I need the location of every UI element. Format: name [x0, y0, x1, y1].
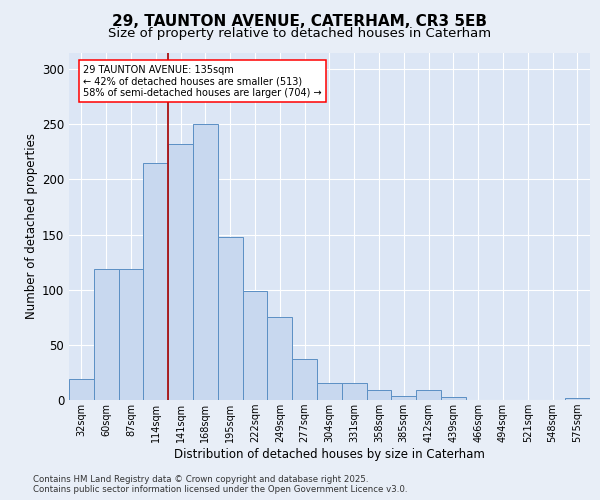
Bar — [119, 268, 143, 400]
Bar — [143, 163, 168, 400]
Bar — [193, 124, 218, 400]
Y-axis label: Number of detached properties: Number of detached properties — [25, 133, 38, 320]
Bar — [242, 291, 268, 400]
Bar — [416, 390, 441, 400]
Bar — [168, 144, 193, 400]
Text: 29 TAUNTON AVENUE: 135sqm
← 42% of detached houses are smaller (513)
58% of semi: 29 TAUNTON AVENUE: 135sqm ← 42% of detac… — [83, 64, 322, 98]
Bar — [317, 384, 342, 400]
Bar — [69, 379, 94, 400]
X-axis label: Distribution of detached houses by size in Caterham: Distribution of detached houses by size … — [174, 448, 485, 461]
Bar — [565, 398, 590, 400]
Bar — [441, 396, 466, 400]
Bar — [342, 384, 367, 400]
Bar — [218, 236, 242, 400]
Text: 29, TAUNTON AVENUE, CATERHAM, CR3 5EB: 29, TAUNTON AVENUE, CATERHAM, CR3 5EB — [113, 14, 487, 29]
Text: Size of property relative to detached houses in Caterham: Size of property relative to detached ho… — [109, 26, 491, 40]
Bar — [367, 390, 391, 400]
Bar — [391, 396, 416, 400]
Bar — [268, 318, 292, 400]
Bar — [292, 359, 317, 400]
Text: Contains HM Land Registry data © Crown copyright and database right 2025.
Contai: Contains HM Land Registry data © Crown c… — [33, 474, 407, 494]
Bar — [94, 268, 119, 400]
